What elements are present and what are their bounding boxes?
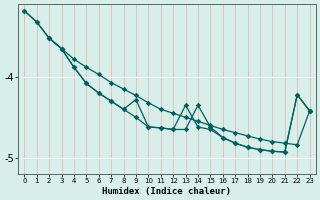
X-axis label: Humidex (Indice chaleur): Humidex (Indice chaleur) <box>102 187 231 196</box>
